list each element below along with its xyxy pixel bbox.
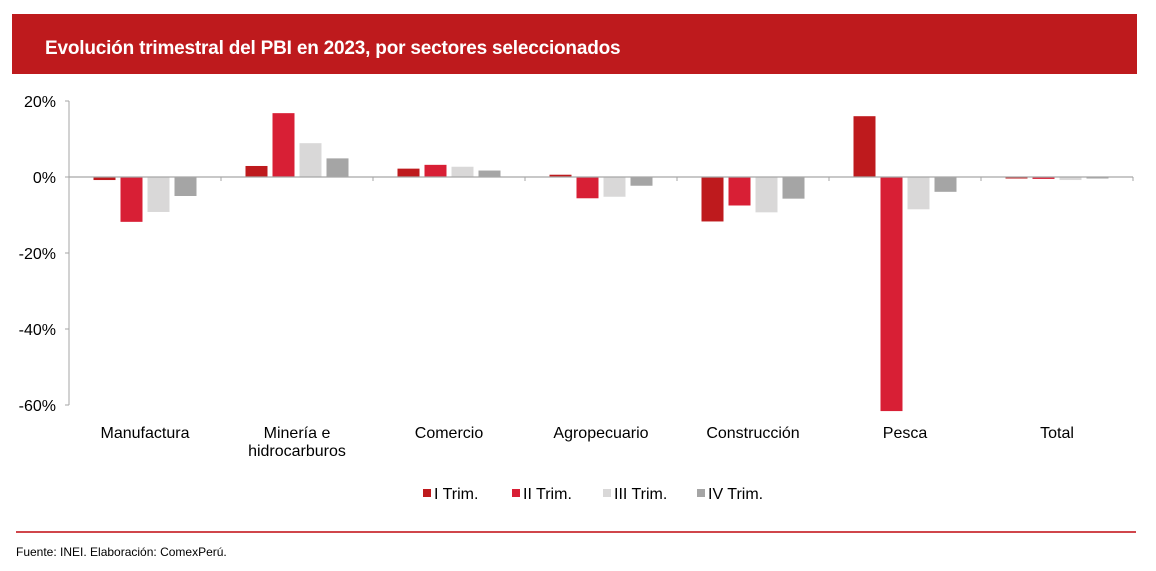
bar-4-1 [728, 177, 751, 206]
bar-2-0 [397, 168, 420, 177]
bar-3-1 [576, 177, 599, 199]
legend-swatch-3 [697, 489, 705, 497]
bar-2-3 [478, 170, 501, 177]
bar-3-3 [630, 177, 653, 186]
legend-label-1: II Trim. [523, 486, 572, 503]
x-category-label: Pesca [883, 425, 928, 442]
bar-6-1 [1032, 177, 1055, 179]
legend-swatch-0 [423, 489, 431, 497]
bar-1-2 [299, 143, 322, 177]
y-tick-label: 20% [24, 94, 56, 111]
bar-0-2 [147, 177, 170, 212]
legend-label-2: III Trim. [614, 486, 667, 503]
bar-0-3 [174, 177, 197, 196]
title-banner: Evolución trimestral del PBI en 2023, po… [12, 14, 1137, 74]
footer-divider [16, 531, 1136, 533]
x-category-label: Manufactura [101, 425, 190, 442]
legend-label-0: I Trim. [434, 486, 478, 503]
legend-swatch-2 [603, 489, 611, 497]
bar-6-0 [1005, 177, 1028, 179]
bar-3-0 [549, 174, 572, 177]
bar-5-2 [907, 177, 930, 210]
legend-label-3: IV Trim. [708, 486, 763, 503]
y-tick-label: -20% [19, 246, 56, 263]
bar-1-1 [272, 113, 295, 177]
bar-chart: 20% 0% -20% -40% -60% Manufactura Minería ehid… [19, 94, 1134, 503]
y-tick-label: 0% [33, 170, 56, 187]
source-note: Fuente: INEI. Elaboración: ComexPerú. [16, 545, 227, 559]
bar-6-2 [1059, 177, 1082, 181]
legend-swatch-1 [512, 489, 520, 497]
x-category-label: Total [1040, 425, 1074, 442]
x-category-label: Minería e [264, 425, 331, 442]
bar-1-0 [245, 165, 268, 177]
x-category-label: hidrocarburos [248, 443, 346, 460]
x-category-label: Agropecuario [553, 425, 648, 442]
y-tick-label: -60% [19, 398, 56, 415]
bar-0-0 [93, 177, 116, 181]
bar-4-2 [755, 177, 778, 213]
bar-4-3 [782, 177, 805, 199]
bar-5-0 [853, 116, 876, 177]
bar-4-0 [701, 177, 724, 222]
bar-6-3 [1086, 177, 1109, 179]
y-tick-label: -40% [19, 322, 56, 339]
bar-5-1 [880, 177, 903, 412]
bar-2-1 [424, 164, 447, 177]
bar-5-3 [934, 177, 957, 192]
bar-1-3 [326, 158, 349, 177]
bar-2-2 [451, 166, 474, 177]
chart-title: Evolución trimestral del PBI en 2023, po… [45, 38, 621, 59]
x-category-label: Comercio [415, 425, 484, 442]
bar-0-1 [120, 177, 143, 222]
bar-3-2 [603, 177, 626, 197]
x-category-label: Construcción [706, 425, 799, 442]
